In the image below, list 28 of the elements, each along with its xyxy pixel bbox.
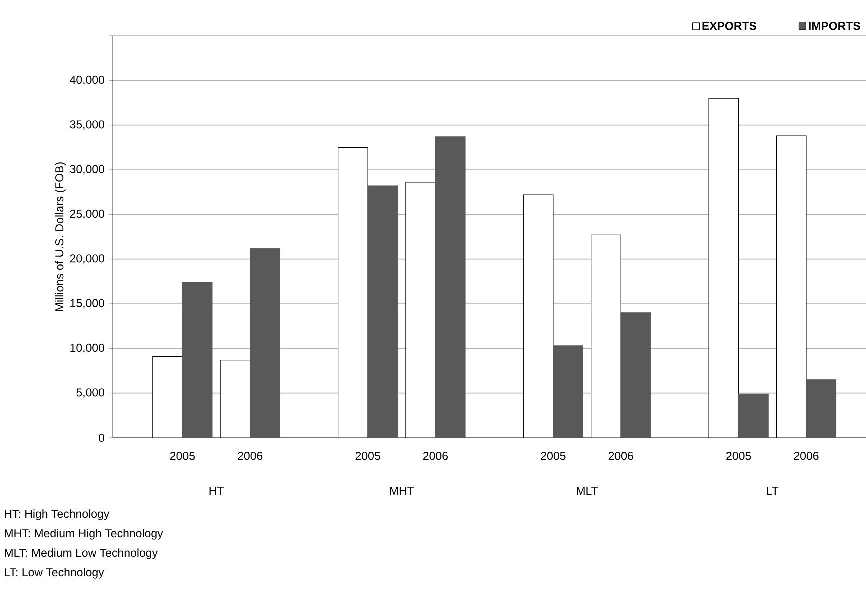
x-tick-label: 2006 xyxy=(608,452,634,460)
x-tick-label: 2006 xyxy=(238,452,263,460)
y-tick-label: 15,000 xyxy=(70,299,105,309)
text: MHT: Medium High Technology xyxy=(5,529,164,540)
y-tick-label: 30,000 xyxy=(70,165,105,175)
y-tick-label: 0 xyxy=(99,434,105,442)
legend-label: EXPORTS xyxy=(702,22,756,30)
text: MLT: Medium Low Technology xyxy=(5,548,158,560)
x-tick-label: 2006 xyxy=(424,452,448,460)
text: MLT xyxy=(577,487,598,495)
y-axis-title: Millions of U.S. Dollars (FOB) xyxy=(55,162,66,312)
x-tick-label: 2006 xyxy=(794,452,819,460)
y-tick-label: 5,000 xyxy=(76,388,105,398)
y-tick-label: 40,000 xyxy=(70,76,105,86)
text: LT: Low Technology xyxy=(5,568,104,579)
x-tick-label: 2005 xyxy=(356,452,380,460)
y-tick-label: 20,000 xyxy=(70,254,105,264)
y-tick-label: 25,000 xyxy=(70,210,105,220)
legend-label: IMPORTS xyxy=(809,22,860,30)
text: HT xyxy=(210,487,224,495)
x-tick-label: 2005 xyxy=(726,452,752,460)
y-tick-label: 35,000 xyxy=(70,120,105,130)
x-tick-label: 2005 xyxy=(170,452,195,460)
text: HT: High Technology xyxy=(5,510,110,520)
x-tick-label: 2005 xyxy=(541,452,566,460)
text: MHT xyxy=(390,487,414,495)
text: LT xyxy=(767,487,779,495)
y-tick-label: 10,000 xyxy=(70,344,105,354)
